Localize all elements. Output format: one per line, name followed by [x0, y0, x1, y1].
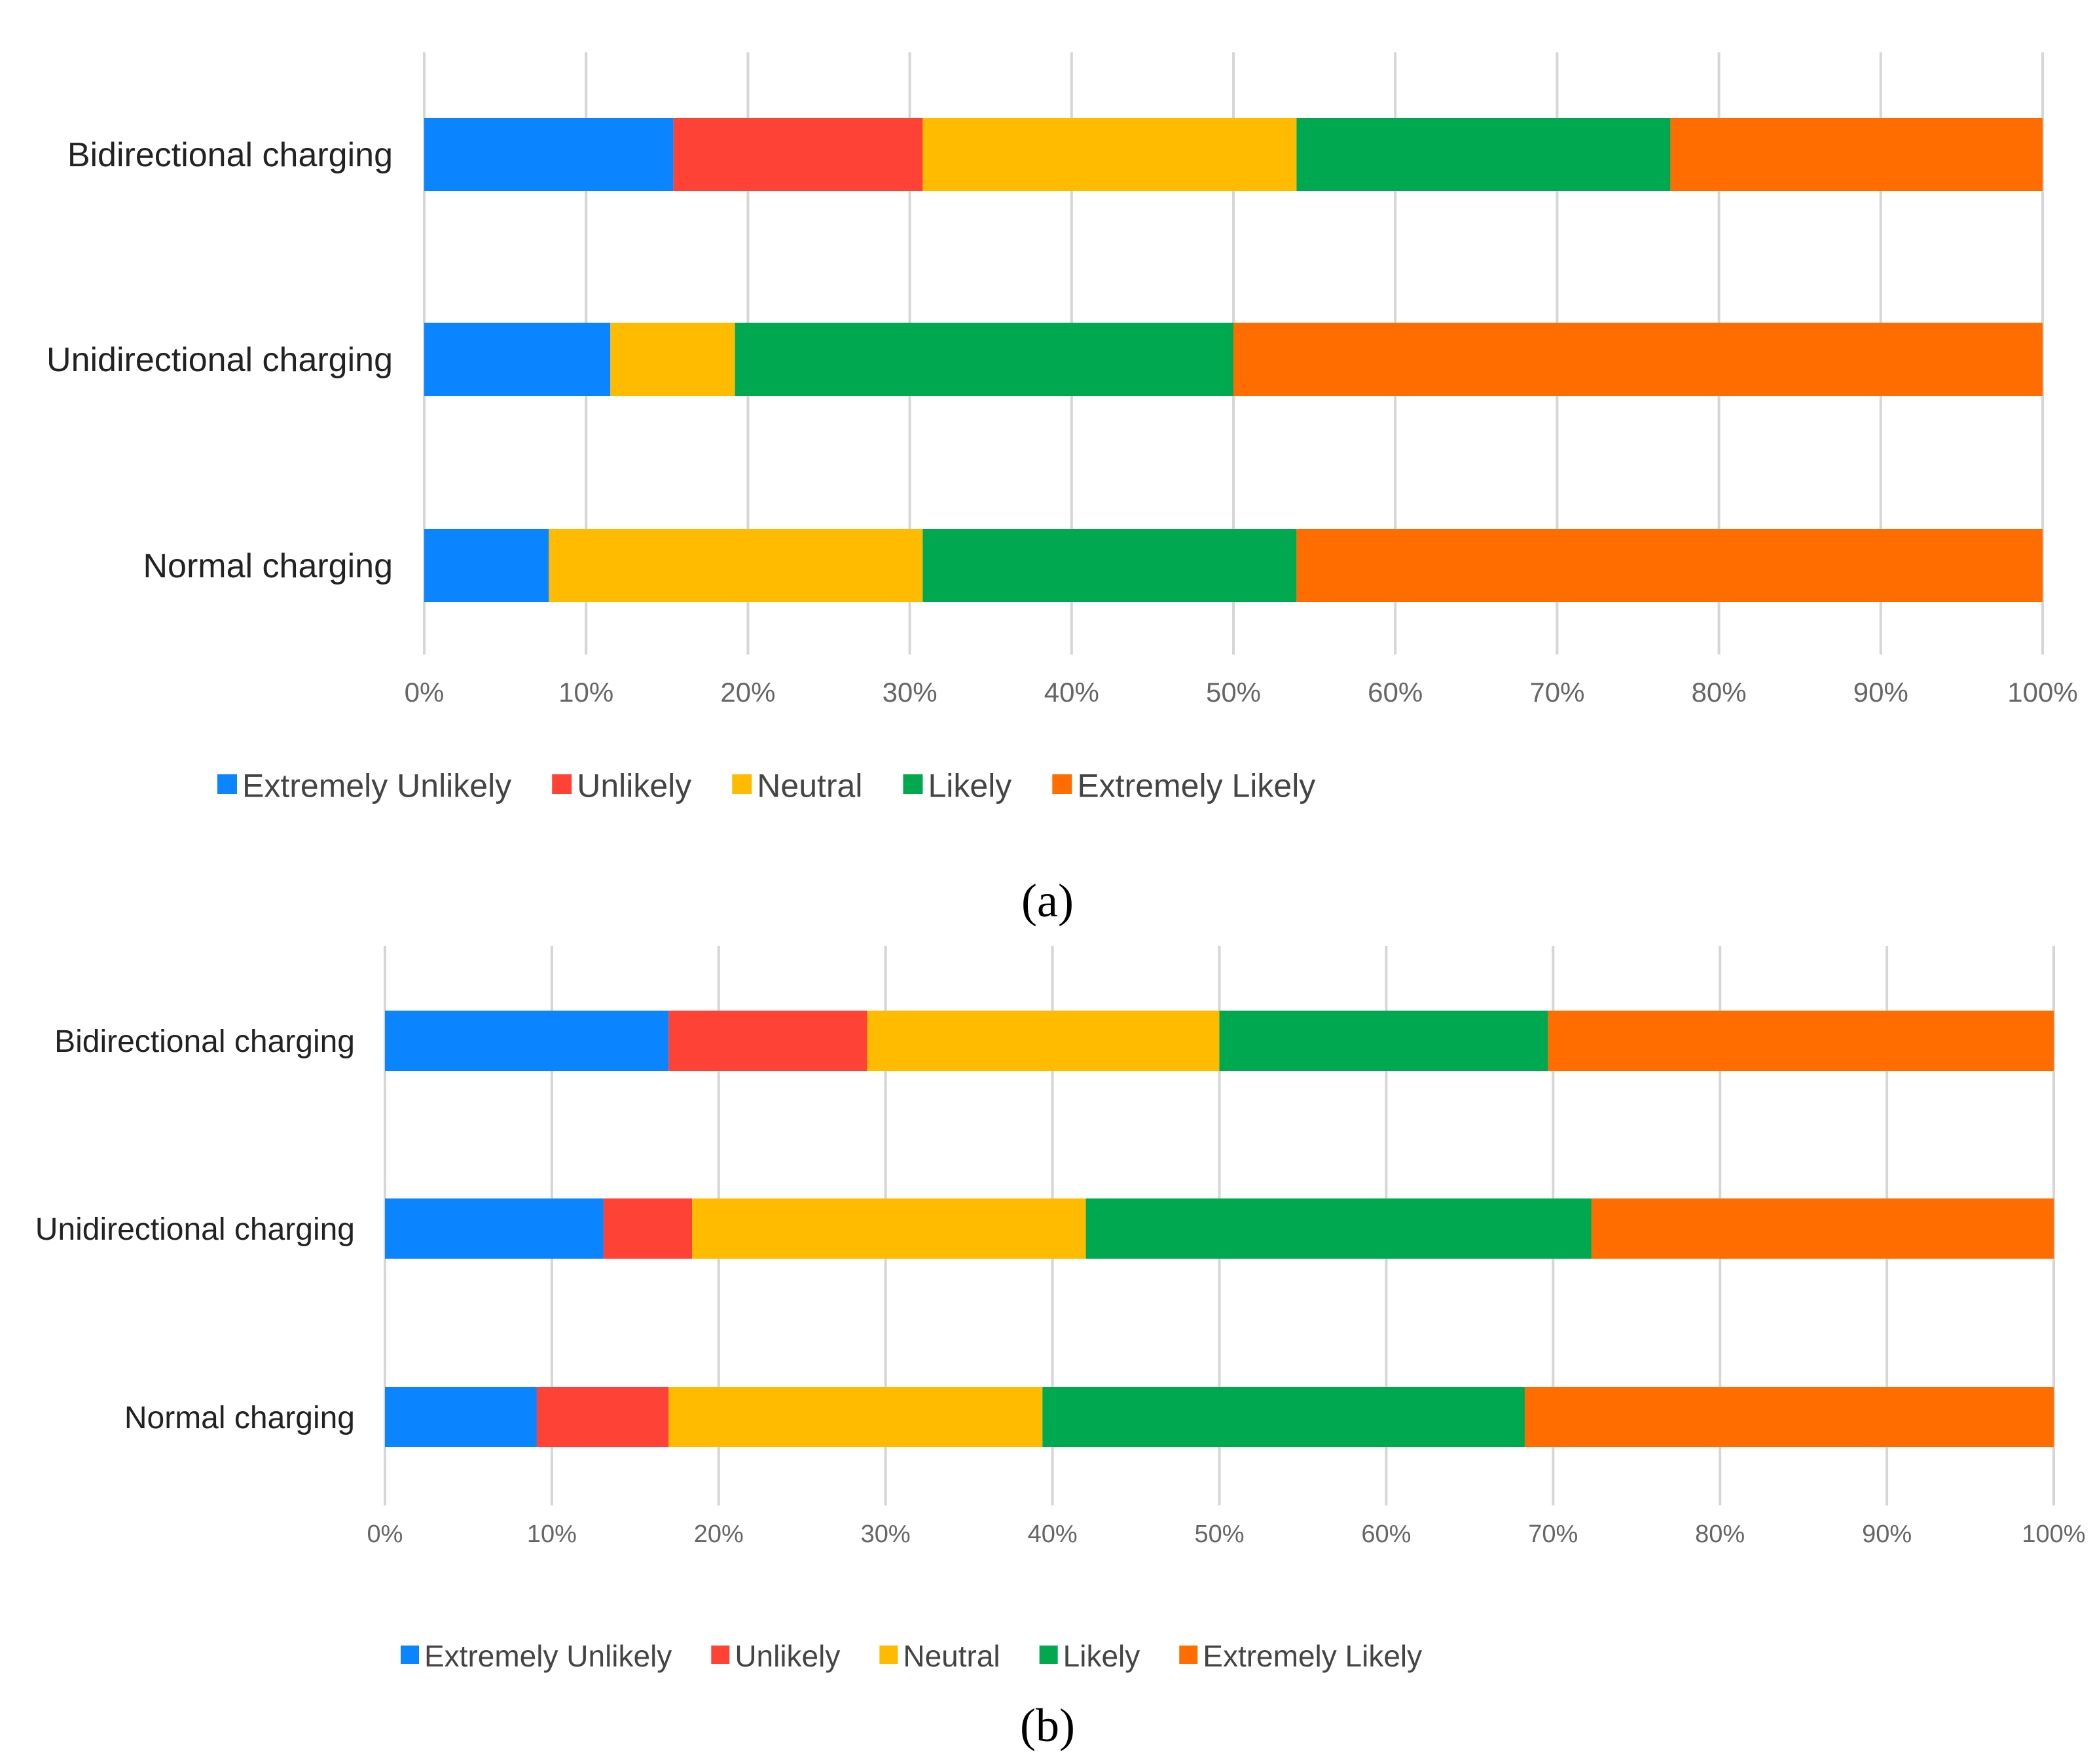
bar-a-normal-charging-neutral: [549, 529, 923, 602]
bar-a-unidirectional-charging-likely: [735, 323, 1233, 396]
bar-b-normal-charging-extremely-unlikely: [385, 1387, 537, 1447]
bar-a-normal-charging-likely: [922, 529, 1297, 602]
panel-caption-b: (b): [1020, 1699, 1075, 1752]
x-tick-label-b-4: 40%: [1028, 1521, 1078, 1548]
legend-swatch-a-neutral: [732, 774, 752, 794]
x-tick-label-b-2: 20%: [694, 1521, 744, 1548]
legend-swatch-a-likely: [903, 774, 923, 794]
bar-b-normal-charging-neutral: [668, 1387, 1043, 1447]
legend-label-a-extremely-likely: Extremely Likely: [1077, 768, 1315, 804]
bar-a-bidirectional-charging-extremely-likely: [1670, 118, 2043, 191]
bar-a-unidirectional-charging-extremely-unlikely: [424, 323, 611, 396]
bar-a-normal-charging-extremely-likely: [1296, 529, 2043, 602]
x-tick-label-a-1: 10%: [558, 677, 613, 708]
bar-b-bidirectional-charging-unlikely: [668, 1011, 867, 1071]
bar-a-bidirectional-charging-likely: [1296, 118, 1671, 191]
x-tick-label-b-9: 90%: [1862, 1521, 1912, 1548]
x-tick-label-b-6: 60%: [1361, 1521, 1411, 1548]
bar-b-unidirectional-charging-unlikely: [603, 1198, 693, 1259]
chart-panel-a: 0% 10% 20% 30% 40% 50% 60% 70% 80% 90% 100% Bidirec…: [46, 52, 2078, 927]
x-tick-label-a-3: 30%: [883, 677, 938, 708]
bar-a-bidirectional-charging-neutral: [922, 118, 1297, 191]
x-tick-label-b-8: 80%: [1695, 1521, 1745, 1548]
category-label-b-bidirectional-charging: Bidirectional charging: [54, 1024, 355, 1059]
legend-swatch-b-likely: [1039, 1646, 1058, 1664]
x-tick-label-a-9: 90%: [1853, 677, 1908, 708]
bar-a-normal-charging-extremely-unlikely: [424, 529, 549, 602]
legend-label-b-neutral: Neutral: [903, 1639, 1000, 1673]
category-label-a-normal-charging: Normal charging: [143, 547, 393, 585]
legend-swatch-a-unlikely: [552, 774, 572, 794]
legend-label-a-extremely-unlikely: Extremely Unlikely: [242, 768, 511, 804]
bar-a-bidirectional-charging-extremely-unlikely: [424, 118, 674, 191]
legend-label-b-extremely-unlikely: Extremely Unlikely: [424, 1639, 672, 1673]
bar-b-unidirectional-charging-neutral: [692, 1198, 1086, 1259]
x-tick-label-a-7: 70%: [1529, 677, 1584, 708]
category-label-b-unidirectional-charging: Unidirectional charging: [35, 1212, 355, 1247]
bar-b-normal-charging-extremely-likely: [1524, 1387, 2054, 1447]
chart-panel-b: 0% 10% 20% 30% 40% 50% 60% 70% 80% 90% 100% Bidirec…: [35, 946, 2086, 1752]
x-tick-label-a-4: 40%: [1044, 677, 1099, 708]
bar-b-bidirectional-charging-likely: [1219, 1011, 1548, 1071]
x-tick-label-b-5: 50%: [1194, 1521, 1244, 1548]
x-tick-label-b-7: 70%: [1528, 1521, 1578, 1548]
legend-label-a-unlikely: Unlikely: [577, 768, 691, 804]
x-tick-label-a-5: 50%: [1206, 677, 1261, 708]
legend-label-b-likely: Likely: [1063, 1639, 1140, 1673]
x-tick-label-b-1: 10%: [527, 1521, 577, 1548]
legend-swatch-b-neutral: [879, 1646, 898, 1664]
x-tick-label-a-10: 100%: [2007, 677, 2077, 708]
panel-caption-a: (a): [1021, 874, 1074, 927]
x-tick-label-b-3: 30%: [861, 1521, 911, 1548]
x-tick-label-a-8: 80%: [1692, 677, 1747, 708]
legend-swatch-a-extremely-unlikely: [217, 774, 237, 794]
x-tick-label-a-6: 60%: [1368, 677, 1423, 708]
bar-a-bidirectional-charging-unlikely: [673, 118, 923, 191]
bar-b-bidirectional-charging-extremely-unlikely: [385, 1011, 669, 1071]
bar-a-unidirectional-charging-extremely-likely: [1233, 323, 2043, 396]
legend-swatch-a-extremely-likely: [1052, 774, 1072, 794]
legend-label-a-neutral: Neutral: [757, 768, 862, 804]
category-label-a-unidirectional-charging: Unidirectional charging: [46, 341, 393, 379]
x-tick-label-b-10: 100%: [2022, 1521, 2085, 1548]
category-label-a-bidirectional-charging: Bidirectional charging: [67, 136, 393, 174]
bar-b-unidirectional-charging-extremely-likely: [1591, 1198, 2054, 1259]
legend-swatch-b-extremely-likely: [1179, 1646, 1198, 1664]
legend-label-a-likely: Likely: [928, 768, 1011, 804]
bar-b-normal-charging-likely: [1042, 1387, 1525, 1447]
bar-b-normal-charging-unlikely: [536, 1387, 669, 1447]
bar-b-bidirectional-charging-neutral: [867, 1011, 1220, 1071]
legend-label-b-extremely-likely: Extremely Likely: [1203, 1639, 1422, 1673]
legend-swatch-b-extremely-unlikely: [401, 1646, 419, 1664]
bar-b-bidirectional-charging-extremely-likely: [1548, 1011, 2054, 1071]
bar-b-unidirectional-charging-extremely-unlikely: [385, 1198, 604, 1259]
legend-label-b-unlikely: Unlikely: [735, 1639, 840, 1673]
category-label-b-normal-charging: Normal charging: [124, 1401, 355, 1435]
x-tick-label-a-2: 20%: [720, 677, 775, 708]
bar-b-unidirectional-charging-likely: [1085, 1198, 1592, 1259]
x-tick-label-a-0: 0%: [405, 677, 445, 708]
bar-a-unidirectional-charging-neutral: [610, 323, 735, 396]
legend-swatch-b-unlikely: [711, 1646, 730, 1664]
x-tick-label-b-0: 0%: [367, 1521, 403, 1548]
